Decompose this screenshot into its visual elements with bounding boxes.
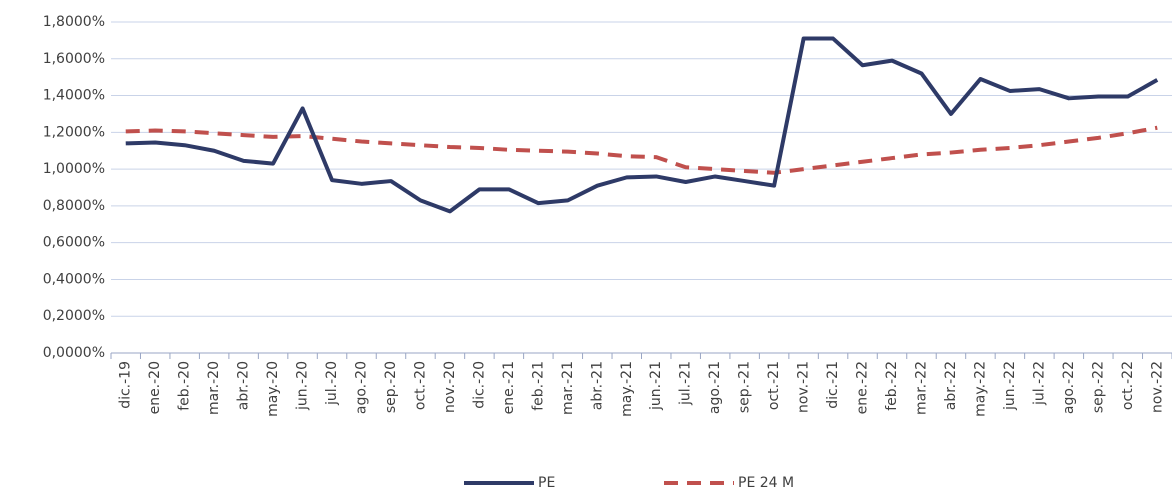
x-tick-label: ago.-22 (1061, 361, 1077, 414)
x-tick-label: nov.-21 (796, 361, 812, 413)
y-tick-label: 0,2000% (43, 308, 105, 324)
y-tick-label: 0,8000% (43, 198, 105, 214)
x-tick-label: may.-22 (972, 361, 988, 417)
x-tick-label: sep.-21 (737, 361, 753, 413)
legend-label: PE (538, 475, 555, 491)
x-tick-label: oct.-21 (766, 361, 782, 410)
x-tick-label: nov.-22 (1149, 361, 1165, 413)
y-tick-label: 0,4000% (43, 271, 105, 287)
x-tick-label: ago.-20 (354, 361, 370, 414)
x-tick-label: ene.-20 (147, 361, 163, 414)
legend-label: PE 24 M (738, 475, 794, 491)
x-tick-label: nov.-20 (442, 361, 458, 413)
series-line (125, 125, 1158, 175)
x-tick-label: jun.-22 (1002, 361, 1018, 411)
x-tick-label: ene.-22 (855, 361, 871, 414)
x-tick-label: ene.-21 (501, 361, 517, 414)
y-tick-label: 1,8000% (43, 14, 105, 30)
series-line (125, 36, 1159, 214)
x-tick-label: jun.-20 (295, 361, 311, 411)
x-tick-label: jul.-20 (324, 361, 340, 406)
y-tick-label: 0,0000% (43, 345, 105, 361)
x-tick-label: dic.-19 (118, 361, 134, 409)
x-tick-label: abr.-21 (589, 361, 605, 410)
x-tick-label: ago.-21 (707, 361, 723, 414)
x-tick-label: mar.-21 (560, 361, 576, 415)
x-tick-label: abr.-22 (943, 361, 959, 410)
x-tick-label: jul.-21 (678, 361, 694, 406)
x-tick-label: mar.-20 (206, 361, 222, 415)
x-tick-label: oct.-20 (412, 361, 428, 410)
y-tick-label: 1,2000% (43, 124, 105, 140)
x-tick-label: mar.-22 (913, 361, 929, 415)
x-tick-label: dic.-20 (471, 361, 487, 409)
x-tick-label: abr.-20 (236, 361, 252, 410)
x-tick-label: sep.-22 (1090, 361, 1106, 413)
x-tick-label: feb.-21 (530, 361, 546, 411)
y-tick-label: 1,6000% (43, 51, 105, 67)
x-tick-label: feb.-20 (177, 361, 193, 411)
x-tick-label: dic.-21 (825, 361, 841, 409)
x-tick-label: feb.-22 (884, 361, 900, 411)
y-tick-label: 1,0000% (43, 161, 105, 177)
y-tick-label: 0,6000% (43, 235, 105, 251)
x-tick-label: may.-20 (265, 361, 281, 417)
x-tick-label: jun.-21 (648, 361, 664, 411)
x-tick-label: jul.-22 (1031, 361, 1047, 406)
x-tick-label: may.-21 (619, 361, 635, 417)
x-tick-label: sep.-20 (383, 361, 399, 413)
x-tick-label: oct.-22 (1120, 361, 1136, 410)
y-tick-label: 1,4000% (43, 88, 105, 104)
